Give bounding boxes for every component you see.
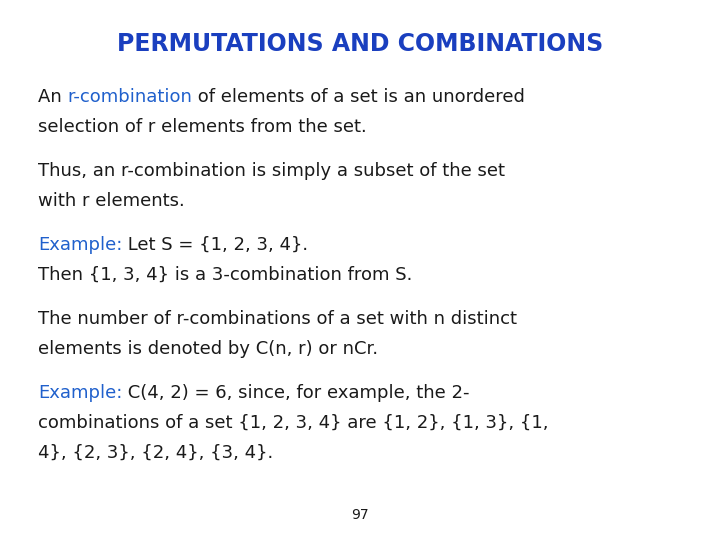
Text: C(4, 2) = 6, since, for example, the 2-: C(4, 2) = 6, since, for example, the 2- bbox=[122, 384, 470, 402]
Text: with r elements.: with r elements. bbox=[38, 192, 185, 210]
Text: combinations of a set {1, 2, 3, 4} are {1, 2}, {1, 3}, {1,: combinations of a set {1, 2, 3, 4} are {… bbox=[38, 414, 549, 432]
Text: elements is denoted by C(n, r) or nCr.: elements is denoted by C(n, r) or nCr. bbox=[38, 340, 378, 358]
Text: selection of r elements from the set.: selection of r elements from the set. bbox=[38, 118, 366, 136]
Text: Example:: Example: bbox=[38, 236, 122, 254]
Text: Let S = {1, 2, 3, 4}.: Let S = {1, 2, 3, 4}. bbox=[122, 236, 308, 254]
Text: of elements of a set is an unordered: of elements of a set is an unordered bbox=[192, 88, 526, 106]
Text: The number of r-combinations of a set with n distinct: The number of r-combinations of a set wi… bbox=[38, 310, 517, 328]
Text: Example:: Example: bbox=[38, 384, 122, 402]
Text: Thus, an r-combination is simply a subset of the set: Thus, an r-combination is simply a subse… bbox=[38, 162, 505, 180]
Text: PERMUTATIONS AND COMBINATIONS: PERMUTATIONS AND COMBINATIONS bbox=[117, 32, 603, 56]
Text: Then {1, 3, 4} is a 3-combination from S.: Then {1, 3, 4} is a 3-combination from S… bbox=[38, 266, 413, 284]
Text: An: An bbox=[38, 88, 68, 106]
Text: 97: 97 bbox=[351, 508, 369, 522]
Text: r-combination: r-combination bbox=[68, 88, 192, 106]
Text: 4}, {2, 3}, {2, 4}, {3, 4}.: 4}, {2, 3}, {2, 4}, {3, 4}. bbox=[38, 444, 274, 462]
